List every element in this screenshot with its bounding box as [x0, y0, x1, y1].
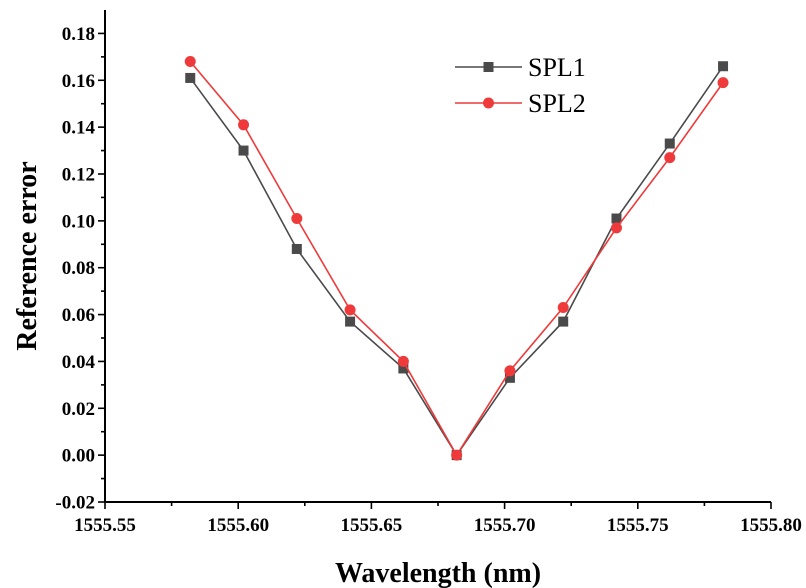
y-tick-label: 0.02: [62, 399, 95, 420]
y-tick-label: 0.08: [62, 258, 95, 279]
legend-item-spl2: SPL2: [455, 89, 586, 118]
x-tick-label: 1555.80: [740, 515, 802, 536]
data-point-spl2: [291, 213, 303, 225]
data-point-spl1: [611, 213, 622, 224]
data-point-spl1: [398, 363, 409, 374]
legend-item-spl1: SPL1: [455, 53, 586, 82]
data-point-spl2: [664, 152, 676, 164]
series-spl1: [185, 61, 729, 461]
y-tick-label: 0.14: [62, 118, 96, 139]
legend-marker-circle: [483, 97, 494, 109]
y-tick-label: 0.16: [62, 71, 95, 92]
axes-layer: [104, 10, 771, 503]
data-point-spl2: [557, 302, 569, 314]
legend-label: SPL1: [528, 53, 586, 82]
data-point-spl1: [291, 243, 302, 254]
x-axis-title: Wavelength (nm): [335, 558, 541, 588]
data-point-spl1: [238, 145, 249, 156]
y-tick-label: 0.04: [62, 352, 96, 373]
data-point-spl2: [184, 56, 196, 68]
y-tick-label: 0.18: [62, 24, 95, 45]
series-spl2: [184, 56, 729, 461]
x-tick-label: 1555.60: [207, 515, 269, 536]
y-tick-label: 0.06: [62, 305, 95, 326]
series-line-spl1: [189, 65, 724, 457]
data-point-spl1: [718, 61, 729, 72]
legend: SPL1 SPL2: [455, 53, 586, 118]
data-point-spl2: [238, 119, 250, 131]
y-tick-label: -0.02: [55, 493, 95, 514]
y-tick-label: 0.10: [62, 211, 95, 232]
data-point-spl1: [558, 316, 569, 327]
x-tick-label: 1555.75: [607, 515, 669, 536]
legend-marker-square: [483, 62, 494, 72]
series-layer: [184, 56, 729, 461]
data-point-spl2: [504, 365, 516, 377]
series-line-spl2: [189, 61, 724, 457]
data-point-spl1: [345, 316, 356, 327]
data-point-spl2: [451, 449, 463, 461]
data-point-spl2: [397, 355, 409, 367]
x-ticks-layer: 1555.55 1555.60 1555.65 1555.70 1555.75 1555.…: [74, 502, 802, 536]
x-tick-label: 1555.65: [341, 515, 403, 536]
data-point-spl2: [717, 77, 729, 89]
data-point-spl2: [610, 222, 622, 234]
data-point-spl2: [344, 304, 356, 316]
y-tick-label: 0.12: [62, 165, 95, 186]
legend-label: SPL2: [528, 89, 586, 118]
x-tick-label: 1555.70: [474, 515, 536, 536]
y-tick-label: 0.00: [62, 446, 95, 467]
y-ticks-layer: -0.02 0.00 0.02 0.04 0.06 0.08 0.10 0.12 0.14 0.1…: [55, 24, 105, 514]
data-point-spl1: [504, 372, 515, 383]
x-tick-label: 1555.55: [74, 515, 136, 536]
data-point-spl1: [664, 138, 675, 149]
y-axis-title: Reference error: [12, 161, 43, 350]
data-point-spl1: [185, 72, 196, 83]
